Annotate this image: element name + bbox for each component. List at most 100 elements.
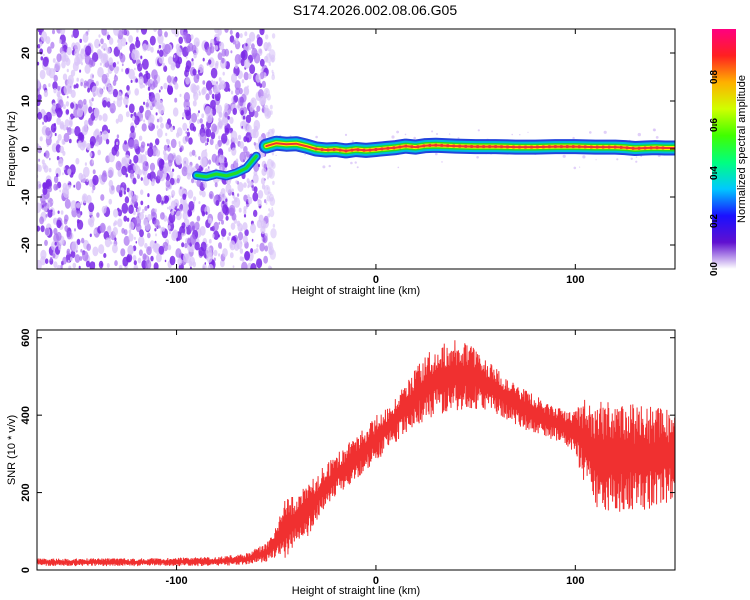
noise-blob xyxy=(95,141,99,147)
noise-blob xyxy=(239,141,245,149)
track-peak-mark xyxy=(655,146,659,150)
noise-blob xyxy=(114,237,117,241)
noise-blob xyxy=(232,39,236,45)
noise-blob xyxy=(168,230,172,234)
noise-blob xyxy=(230,50,233,54)
noise-blob xyxy=(158,116,163,123)
track-peak-mark xyxy=(590,145,593,149)
noise-blob xyxy=(186,45,191,53)
noise-speck xyxy=(652,128,656,132)
noise-blob xyxy=(106,46,111,55)
noise-blob xyxy=(53,74,58,82)
noise-blob xyxy=(152,79,158,88)
noise-blob xyxy=(256,36,263,47)
noise-blob xyxy=(245,114,252,124)
noise-speck xyxy=(562,154,566,158)
noise-blob xyxy=(92,246,99,257)
track-peak-mark xyxy=(440,143,443,147)
noise-speck xyxy=(431,130,434,133)
noise-blob xyxy=(71,241,78,252)
noise-blob xyxy=(228,130,231,134)
noise-blob xyxy=(225,198,228,202)
spectrogram-x-tick-label: 0 xyxy=(373,274,379,286)
noise-blob xyxy=(238,87,243,95)
noise-blob xyxy=(66,126,69,131)
noise-blob xyxy=(154,219,160,228)
noise-speck xyxy=(511,133,513,136)
noise-blob xyxy=(160,159,165,166)
noise-blob xyxy=(182,157,189,167)
noise-blob xyxy=(244,250,251,261)
noise-blob xyxy=(91,97,94,102)
track-peak-mark xyxy=(572,145,575,149)
noise-blob xyxy=(67,168,72,176)
track-peak-mark xyxy=(494,145,497,149)
noise-blob xyxy=(85,260,91,268)
noise-blob xyxy=(45,127,51,136)
noise-blob xyxy=(130,125,135,133)
noise-blob xyxy=(44,239,48,246)
noise-blob xyxy=(225,167,227,171)
spectrogram-y-tick-label: 10 xyxy=(20,95,32,107)
noise-blob xyxy=(95,80,99,87)
noise-blob xyxy=(261,108,264,112)
noise-blob xyxy=(40,193,46,204)
noise-blob xyxy=(205,246,212,258)
noise-blob xyxy=(37,94,42,101)
noise-blob xyxy=(71,34,74,38)
noise-blob xyxy=(184,106,187,111)
noise-blob xyxy=(221,116,229,127)
noise-blob xyxy=(189,266,192,269)
noise-blob xyxy=(176,178,180,184)
noise-blob xyxy=(239,256,243,261)
noise-blob xyxy=(151,69,158,80)
noise-blob xyxy=(154,92,161,102)
noise-blob xyxy=(154,228,157,232)
noise-blob xyxy=(118,264,123,269)
noise-blob xyxy=(158,54,165,64)
noise-blob xyxy=(99,62,102,66)
noise-blob xyxy=(103,86,106,90)
noise-speck xyxy=(397,166,400,169)
noise-blob xyxy=(227,115,230,120)
spectrogram-x-tick-label: -100 xyxy=(166,274,188,286)
noise-blob xyxy=(250,181,254,186)
noise-speck xyxy=(637,132,641,137)
noise-blob xyxy=(157,29,163,37)
noise-blob xyxy=(257,199,262,207)
track-peak-mark xyxy=(614,145,617,149)
noise-blob xyxy=(177,257,183,266)
snr-y-ticks: 0 200 400 600 xyxy=(20,329,675,573)
noise-blob xyxy=(247,194,250,199)
track-peak-mark xyxy=(578,145,581,149)
noise-blob xyxy=(134,115,140,126)
noise-blob xyxy=(48,83,51,88)
noise-blob xyxy=(234,137,239,144)
noise-blob xyxy=(231,73,237,84)
noise-blob xyxy=(266,195,271,202)
noise-blob xyxy=(179,186,182,190)
noise-blob xyxy=(249,31,256,42)
noise-blob xyxy=(258,163,260,168)
noise-blob xyxy=(199,132,207,144)
noise-blob xyxy=(66,250,70,255)
noise-blob xyxy=(204,262,207,265)
noise-blob xyxy=(87,87,91,93)
noise-blob xyxy=(263,255,268,264)
noise-blob xyxy=(184,242,188,249)
noise-blob xyxy=(147,204,150,209)
noise-blob xyxy=(65,101,70,107)
noise-blob xyxy=(43,90,49,98)
noise-blob xyxy=(143,101,146,106)
track-peak-mark xyxy=(584,145,587,149)
noise-blob xyxy=(222,204,229,215)
track-peak-mark xyxy=(416,145,419,149)
noise-speck xyxy=(404,133,407,136)
noise-blob xyxy=(243,58,251,69)
noise-blob xyxy=(167,85,174,96)
noise-speck xyxy=(457,137,460,140)
noise-blob xyxy=(60,51,67,62)
noise-blob xyxy=(70,256,73,262)
noise-blob xyxy=(244,229,249,237)
noise-blob xyxy=(56,139,60,144)
